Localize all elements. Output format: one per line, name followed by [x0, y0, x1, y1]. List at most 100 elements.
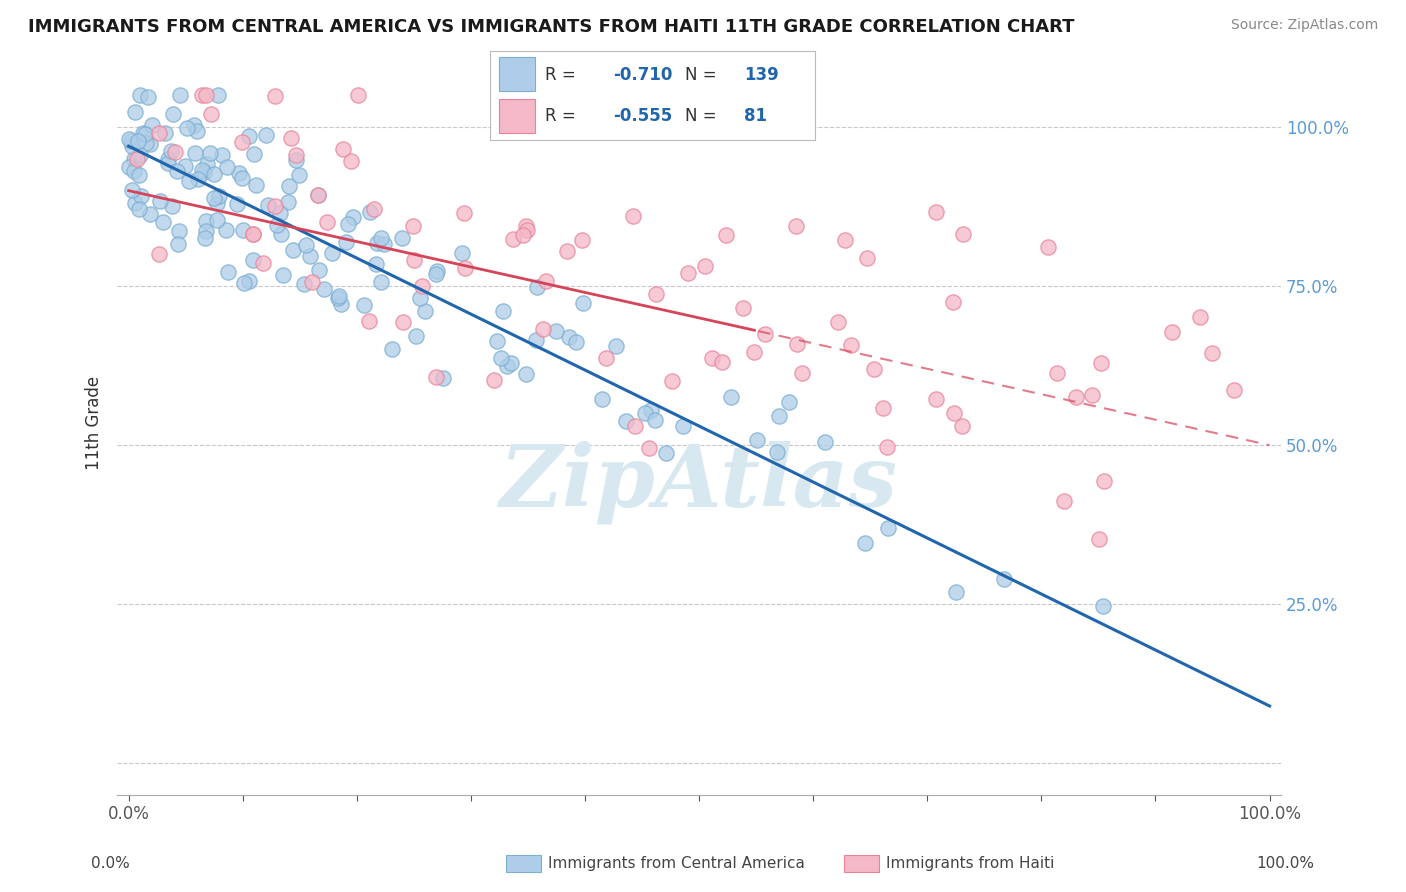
Point [177, 174, 200, 188]
Point [242, 227, 264, 242]
Point [195, 214, 218, 228]
Point [710, 355, 733, 369]
Point [191, 88, 214, 103]
Point [169, 88, 191, 103]
Point [254, 128, 277, 142]
Point [252, 255, 274, 269]
Point [283, 243, 305, 257]
Point [370, 231, 392, 245]
Point [856, 251, 879, 265]
Point [450, 246, 472, 260]
Point [122, 164, 145, 178]
Point [148, 247, 170, 261]
Point [515, 219, 537, 234]
Point [742, 344, 765, 359]
Point [700, 351, 723, 366]
Point [745, 434, 768, 448]
Point [853, 535, 876, 549]
Point [232, 222, 254, 236]
Point [340, 154, 363, 169]
Point [270, 227, 292, 241]
Point [128, 168, 150, 182]
Point [565, 335, 588, 350]
Point [195, 88, 218, 103]
Point [285, 148, 308, 162]
Text: 0.0%: 0.0% [91, 856, 131, 871]
Point [173, 160, 195, 174]
Point [366, 235, 388, 250]
Point [128, 88, 150, 103]
Point [1223, 384, 1246, 398]
Point [876, 521, 898, 535]
Point [676, 266, 699, 280]
Point [121, 183, 143, 197]
Point [720, 390, 742, 404]
Point [295, 238, 318, 252]
Point [778, 394, 800, 409]
Point [536, 274, 558, 288]
Point [496, 359, 519, 374]
Point [1036, 240, 1059, 254]
Point [231, 136, 253, 150]
Point [152, 215, 174, 229]
Point [122, 152, 145, 166]
Point [591, 392, 613, 406]
Point [194, 231, 217, 245]
Point [572, 296, 595, 310]
Point [307, 187, 329, 202]
Point [499, 356, 522, 370]
Text: Source: ZipAtlas.com: Source: ZipAtlas.com [1230, 18, 1378, 32]
Point [766, 444, 789, 458]
Point [555, 244, 578, 259]
Point [184, 145, 207, 160]
Point [191, 162, 214, 177]
Point [482, 372, 505, 386]
Point [263, 199, 285, 213]
Text: Immigrants from Haiti: Immigrants from Haiti [886, 856, 1054, 871]
Point [353, 298, 375, 312]
Point [531, 322, 554, 336]
Point [187, 172, 209, 186]
Text: ZipAtlas: ZipAtlas [501, 441, 898, 524]
Point [872, 401, 894, 415]
Point [411, 279, 433, 293]
Point [1064, 390, 1087, 404]
Point [118, 132, 141, 146]
Point [364, 257, 387, 271]
Point [863, 362, 886, 376]
Point [1161, 326, 1184, 340]
Point [155, 127, 177, 141]
Point [256, 198, 278, 212]
Point [1189, 310, 1212, 325]
Point [605, 339, 627, 353]
Point [329, 297, 352, 311]
Point [402, 253, 425, 268]
Point [425, 267, 447, 281]
Point [127, 134, 149, 148]
Point [308, 263, 330, 277]
Text: Immigrants from Central America: Immigrants from Central America [548, 856, 806, 871]
Point [952, 227, 974, 241]
Point [301, 275, 323, 289]
Point [205, 195, 228, 210]
Point [232, 276, 254, 290]
Point [186, 124, 208, 138]
Point [391, 231, 413, 245]
Point [1053, 494, 1076, 508]
Point [380, 342, 402, 356]
Point [312, 282, 335, 296]
Point [195, 157, 218, 171]
Point [633, 406, 655, 420]
Point [149, 194, 172, 208]
Point [405, 328, 427, 343]
Point [263, 88, 285, 103]
Point [183, 119, 205, 133]
Point [195, 223, 218, 237]
Point [280, 131, 302, 145]
Point [125, 153, 148, 167]
Point [942, 295, 965, 310]
Point [1081, 388, 1104, 402]
Point [342, 210, 364, 224]
Point [207, 88, 229, 103]
Point [120, 134, 142, 148]
